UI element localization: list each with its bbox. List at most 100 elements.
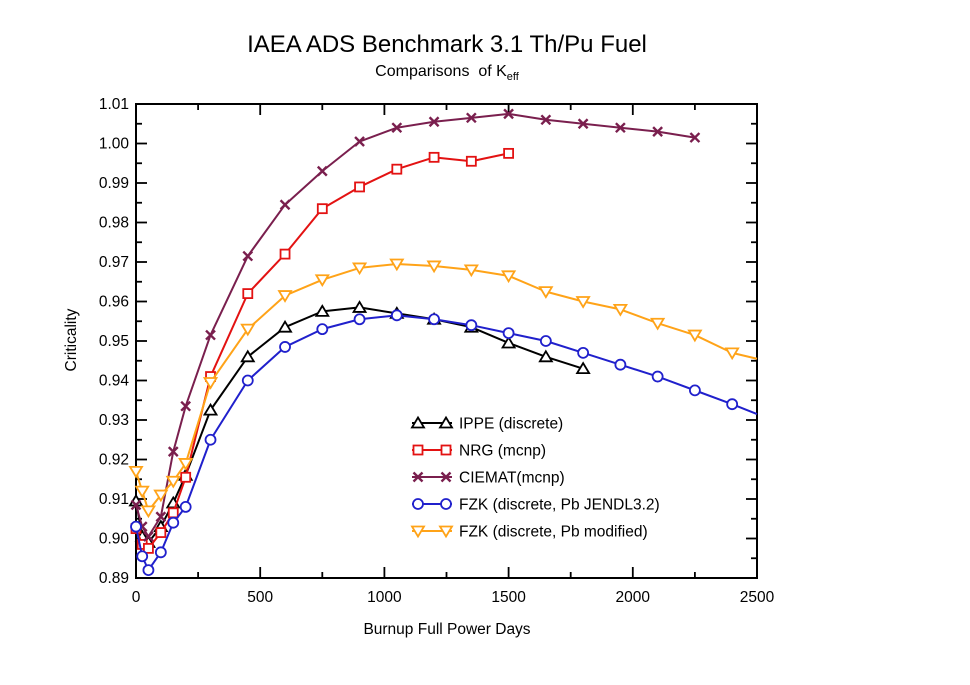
x-marker-icon [652, 126, 663, 137]
square-marker-icon [242, 288, 254, 300]
y-axis-tick-label: 0.90 [99, 531, 130, 548]
square-marker-icon [503, 147, 515, 159]
x-axis-tick-label: 2500 [740, 589, 775, 606]
triangle-down-marker-icon [426, 260, 442, 274]
y-axis-tick-label: 0.92 [99, 452, 129, 469]
series-line [135, 262, 758, 512]
circle-marker-icon [440, 498, 452, 510]
legend-item: FZK (discrete, Pb JENDL3.2) [412, 497, 660, 514]
y-axis-tick-label: 0.94 [99, 373, 130, 390]
y-axis-tick-label: 0.96 [99, 294, 129, 311]
triangle-down-marker-icon [153, 489, 169, 503]
triangle-down-marker-icon [410, 525, 426, 539]
triangle-down-marker-icon [134, 485, 150, 499]
circle-marker-icon [390, 309, 403, 322]
x-axis-tick-label: 500 [247, 589, 273, 606]
x-marker-icon [180, 400, 192, 412]
x-marker-icon [615, 122, 626, 134]
triangle-down-marker-icon [140, 505, 157, 519]
x-marker-icon [143, 531, 154, 542]
series-line [135, 112, 696, 538]
triangle-down-marker-icon [438, 525, 454, 539]
x-marker-icon [689, 132, 701, 143]
x-marker-icon [440, 471, 452, 483]
triangle-down-marker-icon [650, 317, 666, 331]
chart-title: IAEA ADS Benchmark 3.1 Th/Pu Fuel [247, 31, 647, 58]
x-marker-icon [167, 446, 179, 457]
circle-marker-icon [428, 313, 440, 326]
square-marker-icon [279, 248, 291, 260]
circle-marker-icon [577, 346, 590, 359]
circle-marker-icon [136, 550, 149, 563]
triangle-down-marker-icon [165, 475, 181, 489]
legend-label: CIEMAT(mcnp) [459, 470, 565, 487]
circle-marker-icon [502, 327, 515, 340]
circle-marker-icon [142, 564, 155, 576]
y-axis-tick-label: 0.99 [99, 175, 129, 192]
triangle-up-marker-icon [240, 349, 256, 363]
circle-marker-icon [651, 370, 664, 383]
x-marker-icon [155, 511, 167, 523]
triangle-up-marker-icon [202, 402, 219, 416]
circle-marker-icon [279, 341, 291, 353]
circle-marker-icon [539, 335, 552, 347]
square-marker-icon [155, 527, 167, 538]
x-marker-icon [577, 118, 589, 130]
y-axis-tick-label: 0.97 [99, 254, 129, 271]
series-line [135, 314, 758, 572]
triangle-down-marker-icon [463, 264, 479, 278]
x-marker-icon [428, 116, 440, 128]
triangle-down-marker-icon [351, 262, 368, 276]
data-series [130, 309, 758, 576]
square-marker-icon [180, 471, 192, 483]
legend-label: NRG (mcnp) [459, 443, 546, 460]
x-marker-icon [465, 112, 477, 124]
triangle-up-marker-icon [277, 319, 293, 333]
square-marker-icon [440, 444, 452, 456]
triangle-down-marker-icon [277, 290, 293, 303]
triangle-down-marker-icon [612, 304, 628, 317]
x-marker-icon [316, 165, 328, 177]
subtitle-subscript: eff [506, 71, 519, 84]
y-axis-tick-label: 0.95 [99, 333, 129, 350]
x-marker-icon [242, 250, 254, 262]
square-marker-icon [354, 181, 365, 193]
triangle-down-marker-icon [575, 296, 591, 309]
square-marker-icon [143, 542, 154, 554]
circle-marker-icon [412, 498, 424, 510]
triangle-down-marker-icon [178, 458, 194, 471]
triangle-down-marker-icon [314, 274, 330, 288]
x-marker-icon [279, 199, 291, 211]
legend-label: FZK (discrete, Pb modified) [459, 524, 648, 541]
square-marker-icon [316, 203, 328, 215]
data-series [130, 147, 515, 554]
triangle-up-marker-icon [314, 304, 330, 317]
triangle-down-marker-icon [724, 347, 740, 361]
x-marker-icon [130, 499, 142, 511]
x-marker-icon [540, 114, 552, 126]
triangle-up-marker-icon [351, 300, 368, 313]
triangle-down-marker-icon [240, 323, 256, 337]
x-marker-icon [391, 122, 403, 134]
x-axis-tick-label: 2000 [616, 589, 651, 606]
triangle-down-marker-icon [687, 329, 703, 343]
circle-marker-icon [179, 500, 192, 513]
triangle-down-marker-icon [202, 377, 219, 390]
x-marker-icon [354, 136, 365, 147]
x-marker-icon [205, 329, 216, 341]
triangle-up-marker-icon [538, 349, 554, 363]
circle-marker-icon [241, 374, 254, 387]
legend-item: NRG (mcnp) [412, 443, 546, 460]
chart-subtitle: Comparisons of Keff [375, 63, 519, 83]
data-series [130, 108, 701, 542]
y-axis-tick-label: 1.00 [99, 136, 130, 153]
y-axis-tick-label: 0.93 [99, 412, 129, 429]
square-marker-icon [428, 151, 440, 163]
circle-marker-icon [130, 520, 142, 533]
square-marker-icon [412, 444, 424, 456]
square-marker-icon [465, 155, 477, 167]
x-axis-tick-label: 1500 [491, 589, 526, 606]
x-marker-icon [412, 471, 424, 483]
